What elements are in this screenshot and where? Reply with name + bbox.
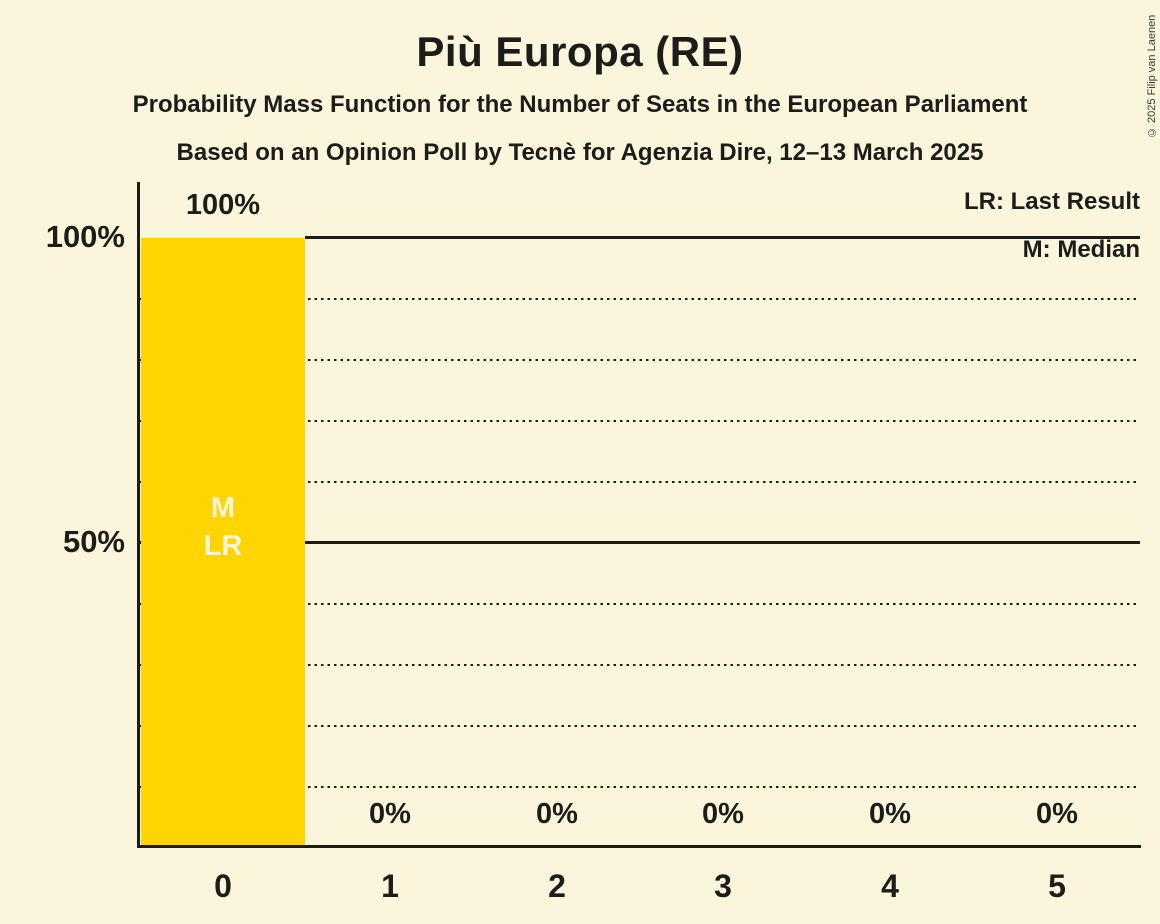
gridline-80pct (139, 359, 1140, 361)
value-label-3: 0% (702, 798, 744, 830)
page-title: Più Europa (RE) (416, 28, 744, 75)
gridline-90pct (139, 298, 1140, 300)
gridline-40pct (139, 603, 1140, 605)
bar-top-dotted-line (141, 236, 305, 238)
bar-median-last-result-label: M LR (203, 492, 243, 562)
gridline-20pct (139, 725, 1140, 727)
gridline-10pct (139, 786, 1140, 788)
legend-median: M: Median (1022, 236, 1140, 263)
x-tick-3: 3 (714, 868, 732, 904)
x-tick-0: 0 (214, 868, 232, 904)
gridline-100pct-solid (305, 236, 1140, 239)
bar-0-seats (141, 238, 305, 848)
legend-last-result: LR: Last Result (963, 188, 1140, 215)
value-label-2: 0% (536, 798, 578, 830)
chart-source-line: Based on an Opinion Poll by Tecnè for Ag… (176, 139, 984, 166)
gridline-50pct-solid (139, 541, 1140, 544)
y-axis-line (137, 182, 140, 848)
value-label-5: 0% (1036, 798, 1078, 830)
chart-subtitle: Probability Mass Function for the Number… (132, 91, 1028, 118)
gridline-30pct (139, 664, 1140, 666)
value-label-1: 0% (369, 798, 411, 830)
x-tick-1: 1 (381, 868, 399, 904)
y-tick-50pct: 50% (62, 524, 125, 559)
value-label-4: 0% (869, 798, 911, 830)
gridline-70pct (139, 420, 1140, 422)
x-tick-5: 5 (1048, 868, 1066, 904)
value-label-0: 100% (185, 189, 261, 221)
y-tick-100pct: 100% (45, 219, 125, 254)
x-axis-line (137, 845, 1141, 848)
x-tick-4: 4 (881, 868, 899, 904)
x-tick-2: 2 (548, 868, 566, 904)
copyright-notice: © 2025 Filip van Laenen (1146, 14, 1158, 138)
gridline-60pct (139, 481, 1140, 483)
